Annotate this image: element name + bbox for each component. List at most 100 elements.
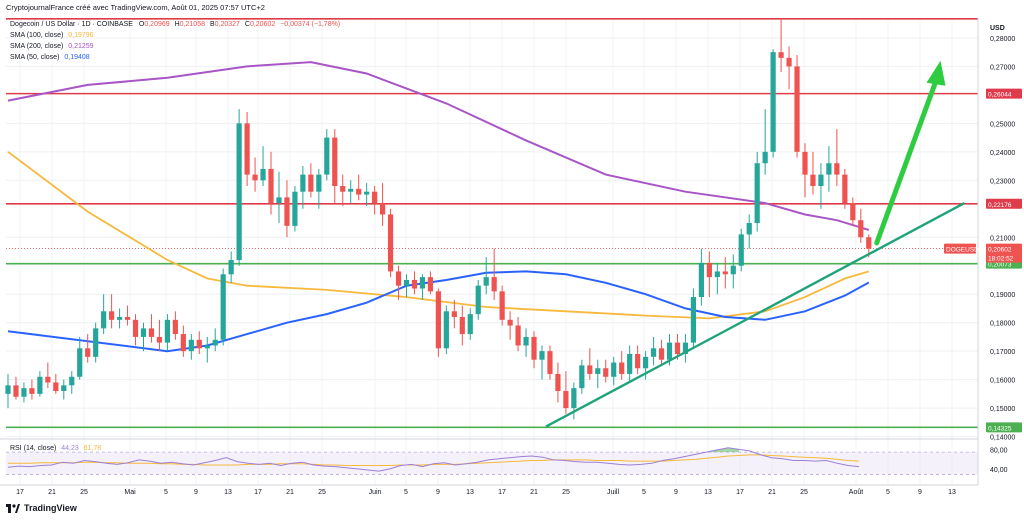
symbol-tag [944, 243, 976, 254]
candle-body [547, 351, 553, 374]
rsi-tick-label: 80,00 [990, 447, 1008, 454]
candle-body [555, 373, 561, 392]
brand-name: TradingView [24, 503, 77, 513]
candle-body [650, 348, 657, 357]
candle-body [53, 382, 59, 392]
ohlc-b: 0,20327 [214, 21, 240, 28]
candle-body [698, 262, 704, 298]
trend-drawings [545, 60, 965, 428]
candle-body [706, 262, 712, 278]
candle-body [666, 342, 673, 360]
candle-body [236, 123, 242, 261]
x-tick-label: 17 [16, 489, 24, 496]
level-label: 0,22176 [988, 202, 1012, 209]
rsi-legend[interactable]: RSI (14, close) 44,23 61,78 [10, 445, 101, 452]
candle-body [164, 319, 170, 343]
candle-body [379, 203, 386, 215]
tradingview-brand[interactable]: TradingView [6, 503, 77, 513]
candle-body [619, 362, 625, 374]
candle-body [834, 163, 840, 175]
candle-body [507, 319, 513, 326]
candle-body [579, 365, 585, 389]
candle-body [260, 168, 266, 181]
candle-body [180, 334, 186, 352]
candle-body [196, 339, 202, 349]
x-tick-label: 21 [530, 489, 538, 496]
candle-body [802, 151, 808, 175]
time-axis[interactable]: 17 21 25 Mai 5 9 13 17 21 25 Juin 5 9 13 17 21 25 Juill 5 9… [0, 484, 978, 496]
y-tick-label: 0,16000 [990, 378, 1015, 385]
sma50-value: 0,19408 [64, 54, 90, 61]
candle-body [356, 188, 362, 195]
candle-body [770, 52, 776, 152]
sma100-value: 0,19796 [68, 32, 94, 39]
sma200-label: SMA (200, close) [10, 43, 64, 50]
candle-body [77, 348, 83, 377]
candle-body [427, 277, 434, 292]
candle-body [738, 234, 744, 266]
rsi-label: RSI (14, close) [10, 445, 57, 452]
symbol-tag-label: DOGEUSD [946, 247, 979, 254]
x-tick-label: 13 [224, 489, 232, 496]
candle-body [603, 368, 609, 377]
symbol-legend[interactable]: Dogecoin / US Dollar · 1D · COINBASE O0,… [10, 21, 340, 28]
price-tag-timer: 18:02:52 [988, 256, 1014, 263]
candle-body [348, 188, 354, 192]
candle-body [563, 391, 569, 409]
sma100-line [7, 151, 870, 320]
x-tick-label: Mai [124, 489, 136, 496]
candle-body [475, 285, 481, 315]
candle-body [658, 348, 665, 360]
candle-body [515, 325, 521, 346]
candle-body [627, 354, 633, 374]
candle-body [387, 214, 394, 272]
x-tick-label: 13 [466, 489, 474, 496]
candle-body [13, 385, 19, 397]
ohlc-h: 0,21058 [179, 21, 205, 28]
x-tick-label: 17 [254, 489, 262, 496]
candle-body [204, 345, 210, 349]
ohlc-h-label: H [174, 21, 180, 28]
candle-body [778, 52, 784, 58]
attribution-text: CryptojournalFrance créé avec TradingVie… [6, 3, 265, 12]
sma50-legend[interactable]: SMA (50, close) 0,19408 [10, 54, 90, 61]
candle-body [252, 174, 258, 181]
candle-body [539, 351, 545, 360]
rsi-band [6, 452, 978, 475]
rsi-line [7, 447, 860, 472]
candle-body [93, 328, 99, 357]
candle-body [276, 197, 282, 204]
x-tick-label: 21 [768, 489, 776, 496]
candle-body [308, 174, 314, 192]
x-tick-label: 5 [164, 489, 168, 496]
x-tick-label: 9 [194, 489, 198, 496]
x-tick-label: 21 [48, 489, 56, 496]
candle-body [443, 311, 449, 349]
x-tick-label: Août [849, 489, 863, 496]
candle-body [29, 388, 35, 394]
candle-body [316, 174, 322, 192]
candle-body [746, 223, 752, 235]
ohlc-o: 0,20969 [144, 21, 170, 28]
price-axis[interactable]: 0,28000 0,27000 0,25000 0,24000 0,23000 0,210… [944, 18, 1022, 485]
candle-body [340, 186, 346, 192]
candle-body [220, 274, 226, 340]
candle-body [324, 137, 330, 175]
tradingview-logo-icon [6, 503, 20, 513]
sma100-legend[interactable]: SMA (100, close) 0,19796 [10, 32, 94, 39]
candle-body [762, 151, 768, 164]
x-tick-label: 9 [436, 489, 440, 496]
candle-body [850, 203, 856, 221]
candle-body [395, 271, 402, 286]
candle-body [5, 385, 11, 394]
candle-body [459, 316, 465, 335]
sma200-legend[interactable]: SMA (200, close) 0,21259 [10, 43, 94, 50]
candle-body [595, 368, 601, 374]
y-tick-label: 0,18000 [990, 321, 1015, 328]
sma100-label: SMA (100, close) [10, 32, 64, 39]
x-tick-label: Juill [607, 489, 620, 496]
ohlc-c: 0,20602 [249, 21, 276, 28]
y-tick-label: 0,24000 [990, 150, 1015, 157]
candle-body [451, 311, 457, 317]
x-tick-label: 13 [704, 489, 712, 496]
